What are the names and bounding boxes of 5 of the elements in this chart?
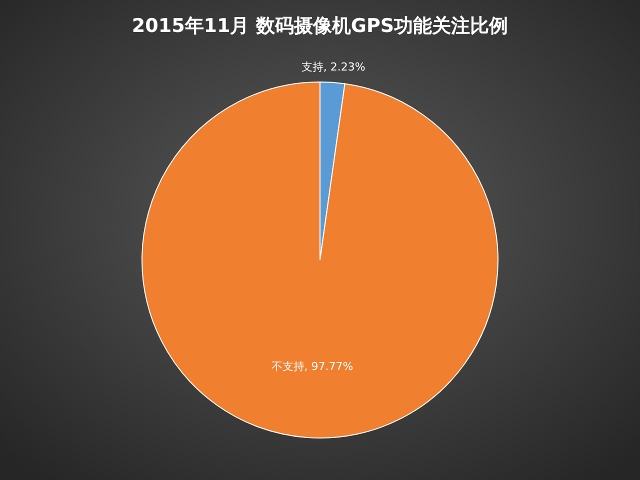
data-label: , 97.77% — [304, 360, 354, 374]
slice-label: 支持 — [301, 60, 324, 74]
chart-title: 2015年11月 数码摄像机GPS功能关注比例 — [132, 15, 508, 37]
data-label: , 2.23% — [323, 60, 366, 74]
slice-label: 不支持 — [271, 360, 304, 374]
